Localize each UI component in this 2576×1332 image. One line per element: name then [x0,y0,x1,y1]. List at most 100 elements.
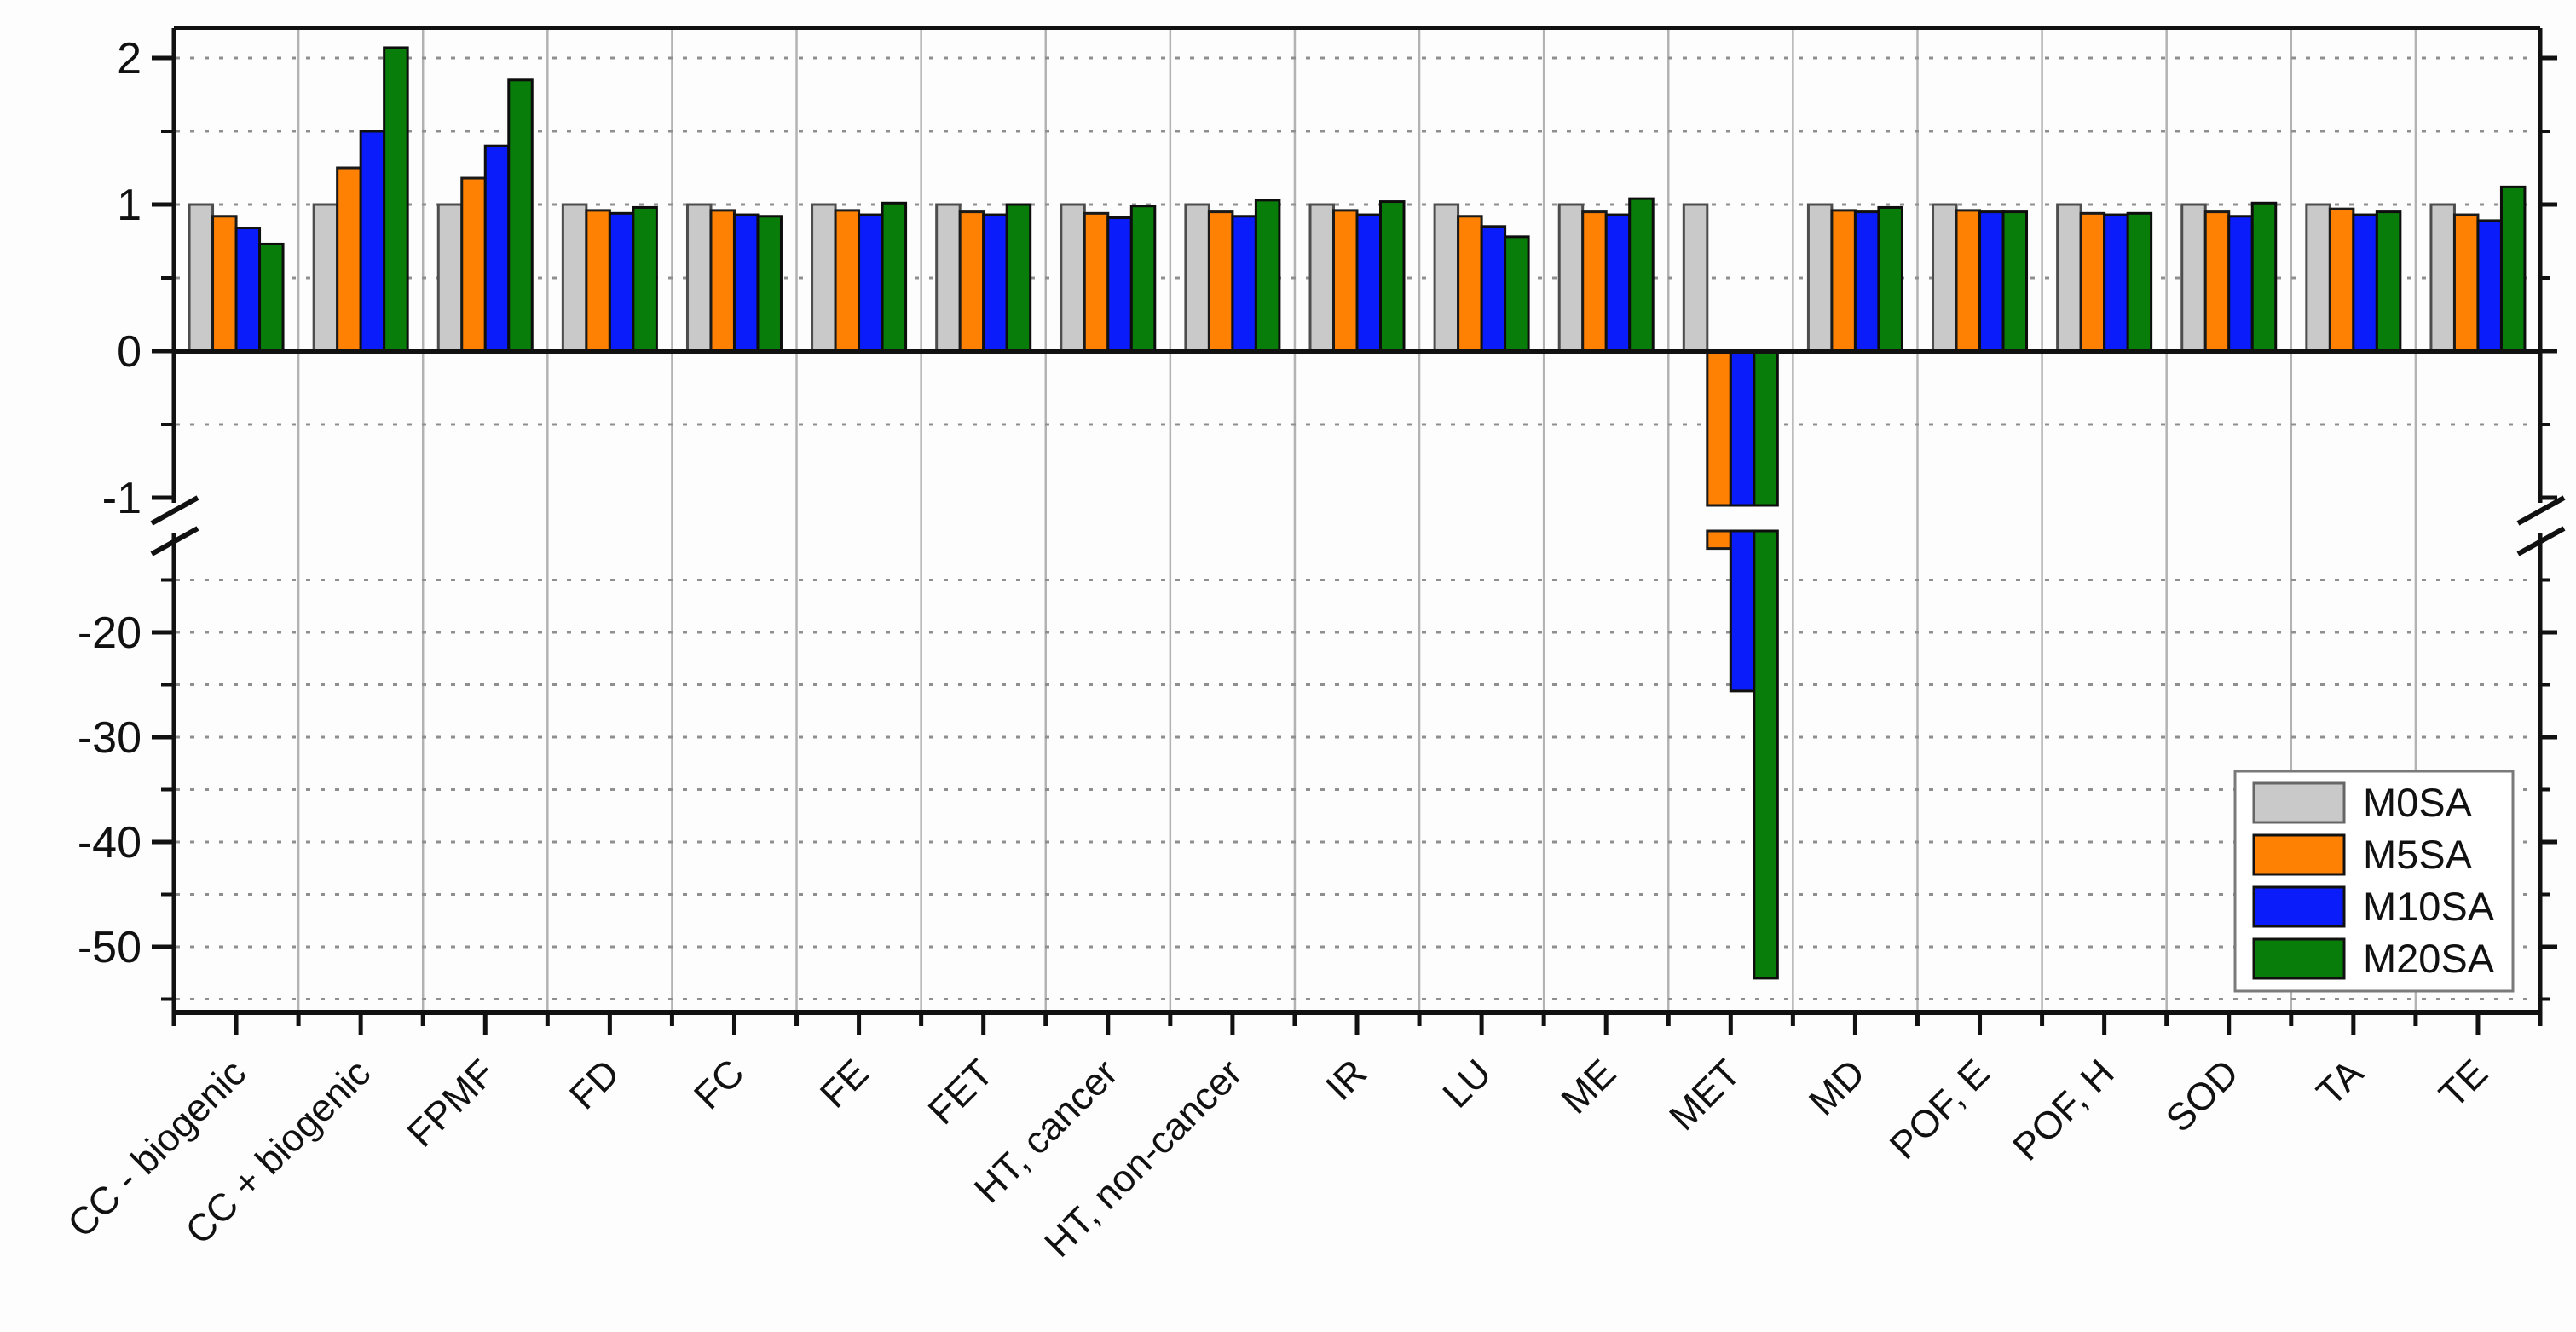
bar-M5SA-FD [585,209,611,353]
x-category-label: LU [1434,1051,1499,1116]
bar-M5SA-TA [2328,207,2355,353]
legend-label-M0SA: M0SA [2363,780,2473,825]
bar-M20SA-TA [2375,210,2402,353]
bar-M0SA-FPMF [436,203,464,353]
bar-M10SA-TE [2476,219,2503,353]
bar-M20SA-HT-cancer [1129,205,1157,353]
bar-M5SA-HT-cancer [1083,211,1110,353]
bar-M20SA-HT-non-cancer [1254,199,1281,353]
x-category-label: IR [1317,1051,1375,1109]
bar-M0SA-CC-biogenic [188,203,215,353]
legend-swatch-M5SA [2252,833,2346,876]
bar-M10SA-TA [2352,213,2378,353]
legend-swatch-M0SA [2252,781,2346,824]
bar-M20SA-TE [2499,185,2527,353]
bar-M20SA-FD [632,205,658,353]
bar-M20SA-CC-biogenic [258,242,285,353]
bar-M10SA-LU [1480,225,1507,353]
bar-M5SA-FPMF [460,176,487,353]
bar-M0SA-FET [935,203,962,353]
x-category-label: FPMF [399,1051,504,1156]
legend-label-M10SA: M10SA [2363,884,2495,929]
bar-M10SA-FD [608,211,635,353]
bar-M10SA-POF-H [2103,213,2129,353]
x-category-label: TA [2308,1051,2371,1114]
bar-M5SA-TE [2452,213,2480,353]
bar-M5SA-MET-upper [1706,349,1732,507]
grid-layer [176,28,2538,1012]
bar-M10SA-FE [858,213,884,353]
bar-M0SA-TE [2429,203,2456,353]
bar-M20SA-ME [1628,197,1655,353]
bar-M10SA-MET-lower [1729,529,1756,693]
bar-M0SA-ME [1557,203,1585,353]
left-axis-break-mark [150,526,199,556]
bar-M10SA-FPMF [483,144,511,353]
legend-swatch-M20SA [2252,937,2346,980]
x-category-label: TE [2430,1051,2496,1116]
bars-layer [188,46,2527,980]
legend-label-M20SA: M20SA [2363,936,2495,981]
bar-M10SA-CC-biogenic [359,130,386,353]
bar-M5SA-LU [1457,215,1483,353]
bar-M10SA-FET [982,213,1008,353]
bar-M0SA-FE [811,203,837,353]
y-tick-label: -1 [102,474,142,523]
x-category-label: MD [1800,1051,1874,1124]
bar-M10SA-POF-E [1978,210,2005,353]
y-tick-label: 1 [117,181,142,230]
bar-M20SA-FET [1005,203,1032,353]
bar-M10SA-FC [732,213,760,353]
bar-M5SA-SOD [2203,210,2231,353]
bar-M0SA-LU [1433,203,1460,353]
legend: M0SA M5SA M10SA M20SA [2233,770,2515,993]
bar-M20SA-MD [1877,205,1903,353]
legend-label-M5SA: M5SA [2363,832,2473,877]
bar-M10SA-MET-upper [1729,349,1756,507]
bar-M5SA-HT-non-cancer [1207,210,1234,353]
bar-M10SA-SOD [2227,215,2254,353]
legend-swatch-M10SA [2252,885,2346,928]
y-tick-label: 0 [117,327,142,377]
x-category-label: FET [920,1051,1002,1133]
y-tick-label: -50 [78,923,142,972]
bar-M20SA-FE [881,201,908,353]
bar-M0SA-HT-cancer [1060,203,1086,353]
bar-M20SA-MET-upper [1753,349,1779,507]
y-tick-label: -20 [78,608,142,658]
bar-M10SA-IR [1355,213,1382,353]
bar-M20SA-CC-biogenic [383,46,409,353]
bar-M5SA-CC-biogenic [211,215,238,353]
bar-M10SA-MD [1853,210,1880,353]
y-tick-label: 2 [117,34,142,84]
bar-M0SA-IR [1308,203,1335,353]
bar-M10SA-ME [1604,213,1632,353]
bar-M10SA-CC-biogenic [234,227,262,353]
bar-M5SA-FE [834,209,861,353]
bar-M20SA-SOD [2250,201,2278,353]
y-tick-label: -40 [78,818,142,868]
bar-M5SA-FET [958,210,985,353]
bar-M20SA-FC [756,215,783,353]
right-axis-break-mark [2516,495,2566,526]
bar-M5SA-IR [1332,209,1359,353]
left-axis-break-mark [150,495,199,526]
bar-M10SA-HT-non-cancer [1231,215,1257,353]
bar-M20SA-LU [1504,235,1530,353]
bar-M20SA-POF-E [2001,210,2029,353]
x-category-label: MET [1661,1051,1748,1139]
bar-M20SA-FPMF [507,78,534,353]
bar-M20SA-MET-lower [1753,529,1779,980]
bar-M20SA-POF-H [2126,211,2153,353]
bar-M0SA-HT-non-cancer [1184,203,1210,353]
x-category-label: SOD [2157,1051,2247,1140]
bar-M0SA-SOD [2180,203,2207,353]
bar-M10SA-HT-cancer [1106,216,1133,353]
x-category-label: FE [811,1051,877,1116]
x-category-label: POF, H [2004,1051,2123,1169]
bar-M5SA-ME [1581,210,1608,353]
bar-M0SA-POF-E [1932,203,1958,353]
y-tick-label: -30 [78,713,142,763]
